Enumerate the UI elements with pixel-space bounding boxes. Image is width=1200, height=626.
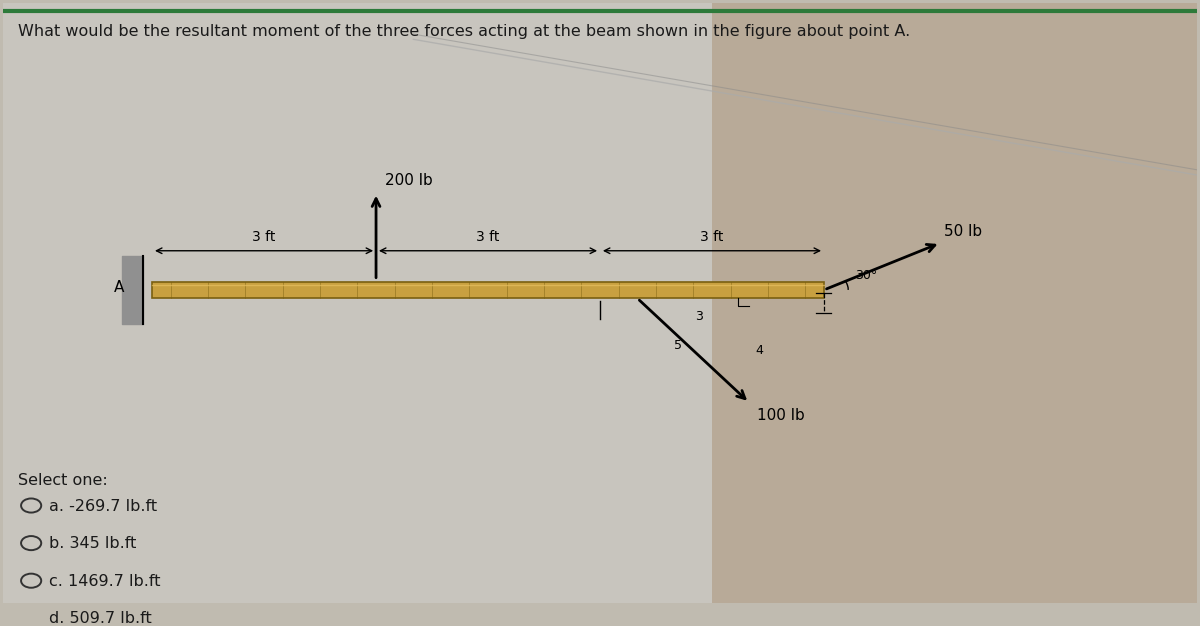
- Text: a. -269.7 lb.ft: a. -269.7 lb.ft: [49, 498, 157, 513]
- Text: Select one:: Select one:: [18, 473, 108, 488]
- Text: 200 lb: 200 lb: [385, 173, 433, 188]
- Bar: [2, 3, 712, 603]
- Text: 3 ft: 3 ft: [701, 230, 724, 244]
- Text: 3 ft: 3 ft: [476, 230, 499, 244]
- Text: 5: 5: [674, 339, 682, 352]
- Text: b. 345 lb.ft: b. 345 lb.ft: [49, 536, 137, 551]
- Text: 100 lb: 100 lb: [757, 408, 804, 423]
- Bar: [712, 3, 1198, 603]
- Text: c. 1469.7 lb.ft: c. 1469.7 lb.ft: [49, 573, 161, 588]
- FancyBboxPatch shape: [152, 282, 824, 298]
- Text: 3 ft: 3 ft: [252, 230, 276, 244]
- Text: d. 509.7 lb.ft: d. 509.7 lb.ft: [49, 612, 152, 626]
- Text: What would be the resultant moment of the three forces acting at the beam shown : What would be the resultant moment of th…: [18, 24, 910, 39]
- Text: 30°: 30°: [856, 269, 877, 282]
- Text: 3: 3: [695, 310, 703, 323]
- Text: 50 lb: 50 lb: [944, 223, 982, 239]
- Text: 4: 4: [755, 344, 763, 357]
- Text: A: A: [114, 280, 125, 295]
